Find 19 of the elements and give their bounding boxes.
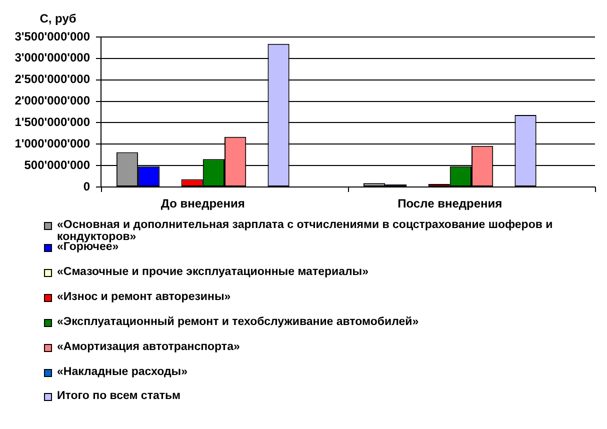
- y-tick-label: 1'000'000'000: [14, 136, 90, 150]
- legend-label: «Эксплуатационный ремонт и техобслуживание автомобилей»: [57, 316, 420, 328]
- y-tick-label: 500'000'000: [24, 158, 90, 172]
- legend-label: Итого по всем статьм: [57, 390, 182, 402]
- legend-label: «Накладные расходы»: [57, 366, 189, 378]
- x-tick-label: До внедрения: [160, 196, 245, 211]
- y-tick-label: 1'500'000'000: [14, 115, 90, 130]
- legend-label: «Смазочные и прочие эксплуатационные материалы»: [57, 266, 370, 278]
- y-tick-label: 3'500'000'000: [14, 29, 90, 44]
- legend-label: «Горючее»: [57, 241, 119, 253]
- y-axis-title: С, руб: [40, 11, 76, 26]
- x-tick-label: После внедрения: [398, 196, 502, 211]
- y-tick-label: 2'000'000'000: [14, 94, 90, 108]
- y-tick-label: 0: [83, 179, 90, 194]
- y-tick-label: 3'000'000'000: [14, 50, 90, 65]
- legend-label: «Основная и дополнительная зарплата с отчислениями в соцстрахование шоферов и кондукторов»: [57, 219, 554, 243]
- y-tick-label: 2'500'000'000: [14, 72, 90, 86]
- legend-label: «Износ и ремонт авторезины»: [57, 290, 232, 303]
- legend-label: «Амортизация автотранспорта»: [57, 340, 241, 353]
